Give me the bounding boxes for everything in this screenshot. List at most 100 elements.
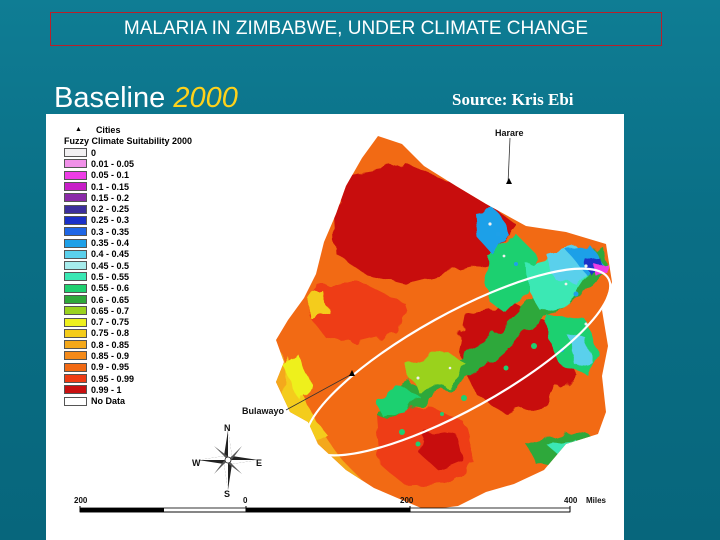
- legend-row: 0.35 - 0.4: [64, 237, 192, 248]
- legend-label: 0.01 - 0.05: [91, 158, 135, 169]
- legend-row: 0.99 - 1: [64, 384, 192, 395]
- legend-label: 0.85 - 0.9: [91, 350, 130, 361]
- zimbabwe-country: [276, 136, 612, 510]
- legend-label: 0.35 - 0.4: [91, 238, 130, 249]
- legend-row: 0.1 - 0.15: [64, 181, 192, 192]
- legend-row: No Data: [64, 396, 192, 407]
- legend-row: 0.65 - 0.7: [64, 305, 192, 316]
- legend-label: 0.5 - 0.55: [91, 271, 130, 282]
- legend-swatch: [64, 362, 87, 372]
- legend-swatch: [64, 272, 87, 282]
- highland-ellipse: [304, 267, 612, 457]
- legend-label: 0.7 - 0.75: [91, 317, 130, 328]
- legend-label: 0.6 - 0.65: [91, 294, 130, 305]
- legend-label: 0.55 - 0.6: [91, 283, 130, 294]
- legend-label: 0.45 - 0.5: [91, 260, 130, 271]
- slide-title: MALARIA IN ZIMBABWE, UNDER CLIMATE CHANG…: [50, 12, 662, 46]
- legend-label: 0.8 - 0.85: [91, 339, 130, 350]
- scale-tick-mid: 200: [400, 496, 414, 505]
- legend-row: 0.55 - 0.6: [64, 283, 192, 294]
- legend-label: 0.99 - 1: [91, 384, 122, 395]
- harare-leader: [507, 137, 511, 185]
- legend-row: 0.6 - 0.65: [64, 294, 192, 305]
- legend-row: 0.85 - 0.9: [64, 350, 192, 361]
- compass-s-label: S: [224, 489, 231, 499]
- scale-tick-right: 400: [564, 496, 578, 505]
- compass-e-label: E: [256, 458, 263, 468]
- legend-row: 0.2 - 0.25: [64, 203, 192, 214]
- legend-swatch: [64, 306, 87, 316]
- legend-swatch: [64, 385, 87, 395]
- legend-swatch: [64, 317, 87, 327]
- baseline-year: 2000: [173, 82, 238, 114]
- baseline-heading: Baseline 2000: [54, 82, 238, 115]
- scale-tick-zero: 0: [243, 496, 248, 505]
- legend-swatch: [64, 227, 87, 237]
- legend-row: 0.45 - 0.5: [64, 260, 192, 271]
- legend-swatch: [64, 396, 87, 406]
- legend-row: 0.01 - 0.05: [64, 158, 192, 169]
- legend-swatch: [64, 238, 87, 248]
- legend-row: 0.25 - 0.3: [64, 215, 192, 226]
- legend-swatch: [64, 170, 87, 180]
- legend-label: 0.75 - 0.8: [91, 328, 130, 339]
- legend-label: 0.9 - 0.95: [91, 362, 130, 373]
- city-triangle-icon: ▲: [75, 126, 82, 133]
- legend-swatch: [64, 159, 87, 169]
- legend-row: 0.3 - 0.35: [64, 226, 192, 237]
- legend-label: 0.25 - 0.3: [91, 215, 130, 226]
- legend-swatch: [64, 193, 87, 203]
- scale-bar: [79, 506, 571, 513]
- compass-n-label: N: [224, 423, 231, 433]
- legend-label: 0.4 - 0.45: [91, 249, 130, 260]
- city-label-bulawayo: Bulawayo: [242, 406, 285, 416]
- legend-cities: ▲ Cities: [64, 124, 192, 135]
- legend-label: No Data: [91, 396, 126, 407]
- legend-row: 0.05 - 0.1: [64, 170, 192, 181]
- legend-label: 0.3 - 0.35: [91, 226, 130, 237]
- city-label-harare: Harare: [495, 128, 524, 138]
- legend-row: 0.9 - 0.95: [64, 362, 192, 373]
- legend-swatch: [64, 351, 87, 361]
- baseline-label: Baseline: [54, 82, 166, 114]
- legend-label: 0.95 - 0.99: [91, 373, 135, 384]
- compass-w-label: W: [192, 458, 201, 468]
- scale-tick-left: 200: [74, 496, 88, 505]
- legend-swatch: [64, 215, 87, 225]
- suitability-map: ▲ Cities Fuzzy Climate Suitability 2000 …: [46, 114, 624, 540]
- legend-label: 0: [91, 147, 97, 158]
- legend-swatch: [64, 283, 87, 293]
- legend-row: 0.95 - 0.99: [64, 373, 192, 384]
- legend-classes: 0 0.01 - 0.05 0.05 - 0.1 0.1 - 0.15 0.15 - 0…: [64, 147, 192, 407]
- legend-swatch: [64, 261, 87, 271]
- legend-label: 0.65 - 0.7: [91, 305, 130, 316]
- bulawayo-leader: [285, 373, 353, 411]
- source-credit: Source: Kris Ebi: [452, 90, 574, 109]
- legend-swatch: [64, 204, 87, 214]
- legend-row: 0.15 - 0.2: [64, 192, 192, 203]
- harare-marker: [506, 178, 512, 184]
- bulawayo-marker: [349, 370, 355, 376]
- legend-label: 0.05 - 0.1: [91, 170, 130, 181]
- legend-label: 0.1 - 0.15: [91, 181, 130, 192]
- legend-swatch: [64, 295, 87, 304]
- legend-swatch: [64, 249, 87, 259]
- legend-swatch: [64, 374, 87, 384]
- legend-row: 0.7 - 0.75: [64, 316, 192, 327]
- legend-label: 0.15 - 0.2: [91, 192, 130, 203]
- map-graphic: [79, 136, 612, 513]
- scale-unit: Miles: [586, 496, 607, 505]
- legend-swatch: [64, 182, 87, 192]
- map-legend: ▲ Cities Fuzzy Climate Suitability 2000 …: [64, 124, 192, 407]
- legend-row: 0.4 - 0.45: [64, 249, 192, 260]
- legend-swatch: [64, 328, 87, 338]
- compass-rose: [198, 430, 258, 490]
- legend-row: 0: [64, 147, 192, 158]
- legend-swatch: [64, 148, 87, 158]
- legend-label: 0.2 - 0.25: [91, 204, 130, 215]
- legend-row: 0.75 - 0.8: [64, 328, 192, 339]
- legend-title: Fuzzy Climate Suitability 2000: [64, 136, 193, 146]
- legend-swatch: [64, 340, 87, 350]
- legend-row: 0.8 - 0.85: [64, 339, 192, 350]
- legend-row: 0.5 - 0.55: [64, 271, 192, 282]
